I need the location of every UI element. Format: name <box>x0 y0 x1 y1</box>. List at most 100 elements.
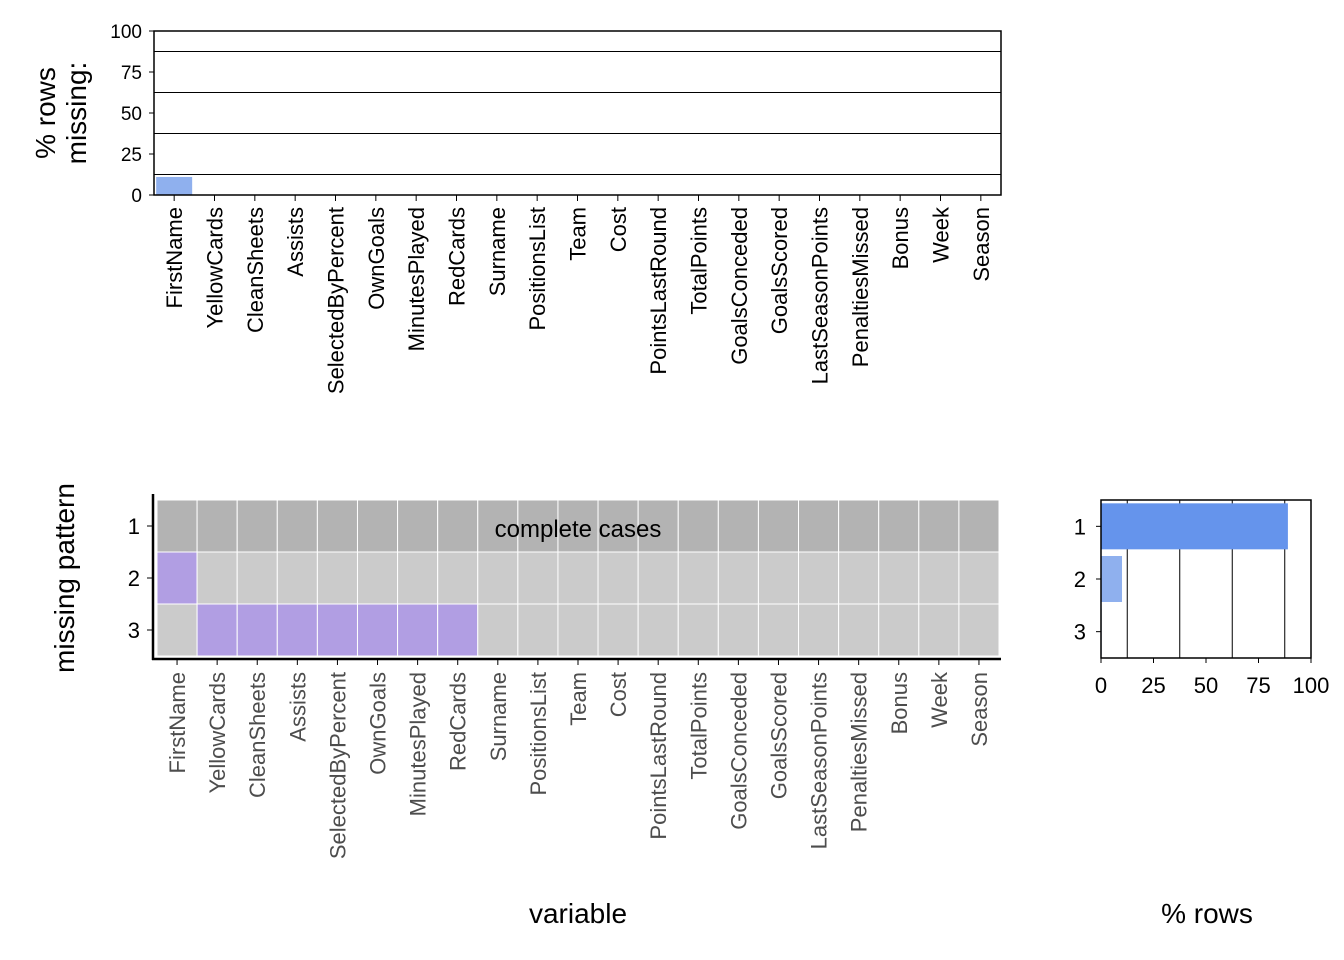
x-tick-label: CleanSheets <box>245 672 270 798</box>
missing-cell <box>276 603 318 657</box>
x-tick-label: Season <box>967 672 992 747</box>
present-cell <box>196 499 238 553</box>
missing-cell <box>316 603 358 657</box>
x-tick-label: LastSeasonPoints <box>807 672 832 849</box>
missing-percent-bar-chart: 0 25 50 75 100 FirstName YellowCards CleanSheet… <box>30 22 1002 394</box>
x-tick-label: GoalsScored <box>766 672 791 799</box>
present-cell <box>597 499 639 553</box>
bar <box>1101 556 1122 602</box>
present-cell <box>677 551 719 605</box>
y-axis-title-line-1: % rows <box>30 67 61 159</box>
y-tick-label: 3 <box>128 618 140 643</box>
present-cell <box>517 551 559 605</box>
present-cell <box>717 603 759 657</box>
present-cell <box>757 603 800 657</box>
present-cell <box>637 551 679 605</box>
x-tick-label: PointsLastRound <box>646 207 671 375</box>
pattern-percent-bar-chart: 1 2 3 0 25 50 75 100 % rows <box>1074 499 1329 929</box>
present-cell <box>156 603 198 657</box>
x-tick-label: GoalsConceded <box>727 207 752 365</box>
present-cell <box>276 551 318 605</box>
present-cell <box>677 603 719 657</box>
y-tick-label: 25 <box>121 145 142 166</box>
present-cell <box>397 499 439 553</box>
x-tick-label: 50 <box>1194 673 1218 698</box>
present-cell <box>557 499 599 553</box>
x-tick-label: PositionsList <box>525 207 550 331</box>
present-cell <box>276 499 318 553</box>
x-tick-label: TotalPoints <box>687 207 712 315</box>
x-tick-label: Bonus <box>888 207 913 269</box>
x-tick-label: PointsLastRound <box>646 672 671 840</box>
missing-cell <box>236 603 278 657</box>
x-tick-label: 25 <box>1141 673 1165 698</box>
present-cell <box>838 499 880 553</box>
x-tick-label: FirstName <box>165 672 190 773</box>
missing-cell <box>356 603 399 657</box>
y-tick-label: 50 <box>121 104 142 125</box>
present-cell <box>677 499 719 553</box>
x-tick-label: Cost <box>606 672 631 717</box>
present-cell <box>437 499 479 553</box>
present-cell <box>878 499 920 553</box>
present-cell <box>958 603 1000 657</box>
missing-cell <box>196 603 238 657</box>
present-cell <box>798 551 840 605</box>
present-cell <box>918 603 960 657</box>
present-cell <box>517 603 559 657</box>
present-cell <box>356 551 399 605</box>
x-tick-label: FirstName <box>162 207 187 308</box>
present-cell <box>196 551 238 605</box>
x-axis-title: % rows <box>1161 898 1253 929</box>
x-tick-label: GoalsScored <box>767 207 792 334</box>
x-tick-label: Team <box>566 207 591 261</box>
y-tick-label: 100 <box>110 22 142 43</box>
present-cell <box>437 551 479 605</box>
present-cell <box>958 551 1000 605</box>
x-tick-label: OwnGoals <box>366 672 391 775</box>
present-cell <box>316 499 358 553</box>
x-tick-label: RedCards <box>445 207 470 306</box>
present-cell <box>838 551 880 605</box>
present-cell <box>397 551 439 605</box>
present-cell <box>557 551 599 605</box>
present-cell <box>477 551 519 605</box>
present-cell <box>918 499 960 553</box>
y-tick-label: 2 <box>1074 567 1086 592</box>
present-cell <box>878 551 920 605</box>
missing-pattern-heatmap: complete cases 1 2 3 FirstName YellowCards Cle… <box>49 483 1001 929</box>
y-tick-label: 1 <box>128 514 140 539</box>
missing-cell <box>437 603 479 657</box>
present-cell <box>757 499 800 553</box>
y-axis-title-line-2: missing: <box>61 62 92 165</box>
present-cell <box>798 603 840 657</box>
x-tick-label: RedCards <box>446 672 471 771</box>
present-cell <box>597 603 639 657</box>
plot-background <box>154 31 1001 195</box>
present-cell <box>156 499 198 553</box>
x-tick-label: YellowCards <box>203 207 228 328</box>
present-cell <box>798 499 840 553</box>
present-cell <box>236 551 278 605</box>
x-tick-label: Surname <box>485 207 510 296</box>
y-tick-label: 2 <box>128 566 140 591</box>
x-tick-label: SelectedByPercent <box>325 672 350 859</box>
missing-cell <box>156 551 198 605</box>
x-tick-label: Bonus <box>887 672 912 734</box>
present-cell <box>236 499 278 553</box>
x-tick-label: TotalPoints <box>686 672 711 780</box>
y-axis-title: missing pattern <box>49 483 80 673</box>
present-cell <box>597 551 639 605</box>
x-tick-label: GoalsConceded <box>726 672 751 830</box>
x-tick-label: Assists <box>283 207 308 277</box>
present-cell <box>757 551 800 605</box>
y-tick-label: 1 <box>1074 514 1086 539</box>
bar <box>156 176 193 195</box>
x-tick-label: PenaltiesMissed <box>847 672 872 832</box>
x-tick-label: Assists <box>285 672 310 742</box>
x-tick-label: 75 <box>1246 673 1270 698</box>
x-tick-label: PenaltiesMissed <box>848 207 873 367</box>
x-tick-label: SelectedByPercent <box>324 207 349 394</box>
present-cell <box>958 499 1000 553</box>
